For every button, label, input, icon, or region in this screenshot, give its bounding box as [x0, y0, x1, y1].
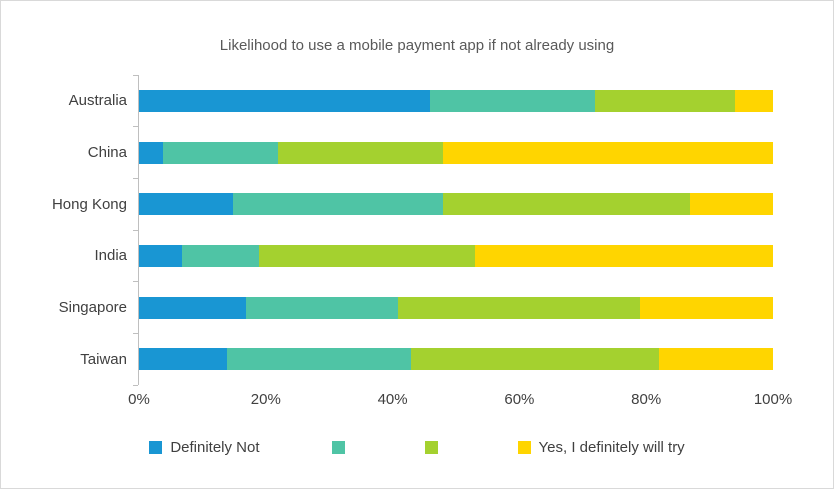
legend-swatch — [424, 441, 438, 454]
x-axis-tick-label: 100% — [753, 391, 793, 408]
bar-segment — [474, 244, 773, 267]
axis-tick — [133, 332, 138, 334]
bar-segment — [442, 141, 773, 164]
bar-segment — [595, 89, 735, 112]
chart-row: Hong Kong — [21, 178, 773, 230]
bar-segment — [138, 296, 246, 319]
y-axis-line — [138, 75, 139, 385]
bar-track — [138, 141, 773, 164]
bar-segment — [690, 193, 773, 216]
bar-segment — [138, 193, 234, 216]
bar-segment — [442, 193, 691, 216]
bar-segment — [138, 244, 183, 267]
legend-item: Yes, I definitely will try — [517, 439, 685, 456]
legend-item — [424, 441, 446, 454]
legend-swatch — [517, 441, 531, 454]
x-axis-tick-label: 40% — [377, 391, 408, 408]
stacked-bar — [138, 244, 773, 267]
chart-row: India — [21, 230, 773, 282]
bar-track — [138, 348, 773, 371]
axis-tick — [133, 74, 138, 76]
bar-segment — [411, 348, 659, 371]
bar-segment — [163, 141, 278, 164]
legend: Definitely Not Yes, I definitely will try — [1, 439, 833, 456]
bar-track — [138, 296, 773, 319]
plot-area: Australia China Hong Kong India Singapore Tai… — [21, 74, 773, 386]
bar-segment — [138, 89, 431, 112]
legend-swatch — [331, 441, 345, 454]
stacked-bar — [138, 348, 773, 371]
axis-tick — [133, 281, 138, 283]
stacked-bar — [138, 141, 773, 164]
chart-row: Taiwan — [21, 333, 773, 385]
bar-segment — [258, 244, 475, 267]
stacked-bar — [138, 296, 773, 319]
chart-title: Likelihood to use a mobile payment app i… — [219, 37, 615, 54]
bar-track — [138, 89, 773, 112]
category-label: Taiwan — [80, 350, 127, 368]
bar-segment — [233, 193, 443, 216]
bar-track — [138, 193, 773, 216]
chart-row: Australia — [21, 75, 773, 127]
bar-segment — [245, 296, 399, 319]
bar-track — [138, 244, 773, 267]
stacked-bar — [138, 89, 773, 112]
bar-segment — [138, 348, 227, 371]
bar-segment — [182, 244, 259, 267]
x-axis-tick-label: 0% — [128, 391, 150, 408]
category-label: Hong Kong — [51, 195, 127, 213]
axis-tick — [133, 229, 138, 231]
bar-segment — [277, 141, 443, 164]
axis-tick — [133, 177, 138, 179]
category-label: China — [87, 144, 127, 161]
category-label: India — [94, 247, 127, 265]
chart-row: China — [21, 127, 773, 179]
bar-segment — [639, 296, 773, 319]
legend-label: Definitely Not — [170, 439, 260, 456]
x-axis-labels: 0% 20% 40% 60% 80% 100% — [128, 391, 792, 411]
bar-segment — [430, 89, 596, 112]
x-axis-tick-label: 20% — [250, 391, 281, 408]
bar-segment — [226, 348, 412, 371]
chart-row: Singapore — [21, 282, 773, 334]
bar-segment — [734, 89, 773, 112]
bar-segment — [658, 348, 773, 371]
legend-swatch — [149, 441, 163, 454]
x-axis-tick-label: 60% — [504, 391, 535, 408]
x-axis-tick-label: 80% — [631, 391, 662, 408]
bar-rows: Australia China Hong Kong India Singapore Tai… — [21, 75, 773, 385]
axis-tick — [133, 126, 138, 128]
category-label: Australia — [68, 92, 127, 110]
axis-tick — [133, 384, 138, 386]
category-label: Singapore — [58, 299, 127, 317]
bar-segment — [138, 141, 164, 164]
legend-item — [331, 441, 353, 454]
stacked-bar — [138, 193, 773, 216]
legend-item: Definitely Not — [149, 439, 260, 456]
bar-segment — [398, 296, 640, 319]
legend-label: Yes, I definitely will try — [538, 439, 685, 456]
